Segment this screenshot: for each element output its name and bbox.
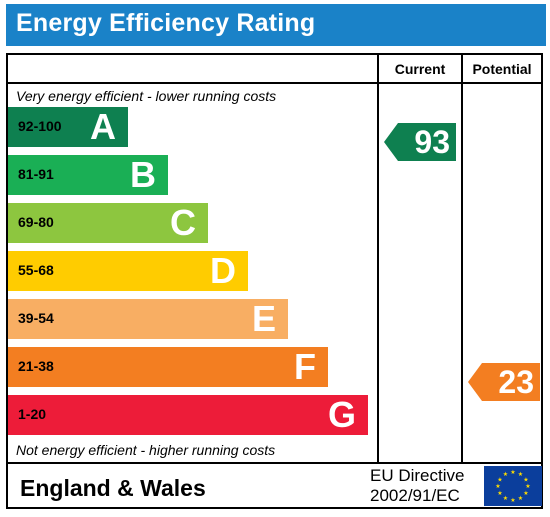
rating-table: Current Potential Very energy efficient …	[6, 53, 543, 509]
band-a: 92-100 A	[8, 107, 128, 147]
band-e: 39-54 E	[8, 299, 288, 339]
current-rating-value: 93	[414, 124, 450, 160]
band-range: 21-38	[18, 358, 54, 374]
band-range: 81-91	[18, 166, 54, 182]
svg-text:★: ★	[510, 469, 515, 476]
svg-text:★: ★	[523, 490, 528, 497]
band-letter: G	[327, 394, 356, 435]
band-f: 21-38 F	[8, 347, 328, 387]
band-g: 1-20 G	[8, 395, 368, 435]
band-letter: E	[251, 298, 276, 339]
band-b: 81-91 B	[8, 155, 168, 195]
svg-text:★: ★	[523, 477, 528, 484]
svg-text:★: ★	[510, 497, 515, 504]
band-letter: A	[90, 106, 116, 147]
page-title: Energy Efficiency Rating	[16, 9, 316, 37]
band-letter: B	[130, 154, 156, 195]
potential-rating-arrow: 23	[468, 363, 540, 401]
band-letter: F	[294, 346, 316, 387]
potential-rating-value: 23	[498, 364, 534, 400]
eu-flag-icon: ★ ★ ★ ★ ★ ★ ★ ★ ★ ★ ★ ★	[484, 466, 542, 506]
potential-column-header: Potential	[472, 61, 532, 77]
band-range: 1-20	[18, 406, 47, 422]
top-note: Very energy efficient - lower running co…	[16, 88, 277, 104]
band-range: 55-68	[18, 262, 54, 278]
eu-directive-line2: 2002/91/EC	[370, 486, 460, 505]
title-bar: Energy Efficiency Rating	[6, 4, 546, 46]
svg-text:★: ★	[497, 490, 502, 497]
band-letter: D	[210, 250, 236, 291]
current-rating-arrow: 93	[384, 123, 456, 161]
svg-text:★: ★	[518, 471, 523, 478]
potential-column-divider	[461, 55, 463, 464]
band-d: 55-68 D	[8, 251, 248, 291]
header-row-divider	[8, 82, 541, 84]
current-column-divider	[377, 55, 379, 464]
svg-text:★: ★	[503, 471, 508, 478]
current-column-header: Current	[394, 61, 446, 77]
band-range: 92-100	[18, 118, 62, 134]
current-arrow-shape	[384, 123, 456, 161]
footer-divider	[8, 462, 541, 464]
eu-directive-line1: EU Directive	[370, 466, 465, 485]
eu-directive: EU Directive 2002/91/EC	[370, 466, 464, 506]
potential-arrow-shape	[468, 363, 540, 401]
svg-text:★: ★	[518, 495, 523, 502]
region-label: England & Wales	[20, 475, 206, 501]
band-range: 39-54	[18, 310, 54, 326]
svg-text:★: ★	[525, 483, 530, 490]
band-c: 69-80 C	[8, 203, 208, 243]
svg-text:★: ★	[497, 477, 502, 484]
svg-text:★: ★	[503, 495, 508, 502]
svg-text:★: ★	[495, 483, 500, 490]
band-letter: C	[170, 202, 196, 243]
bottom-note: Not energy efficient - higher running co…	[16, 442, 276, 458]
band-range: 69-80	[18, 214, 54, 230]
